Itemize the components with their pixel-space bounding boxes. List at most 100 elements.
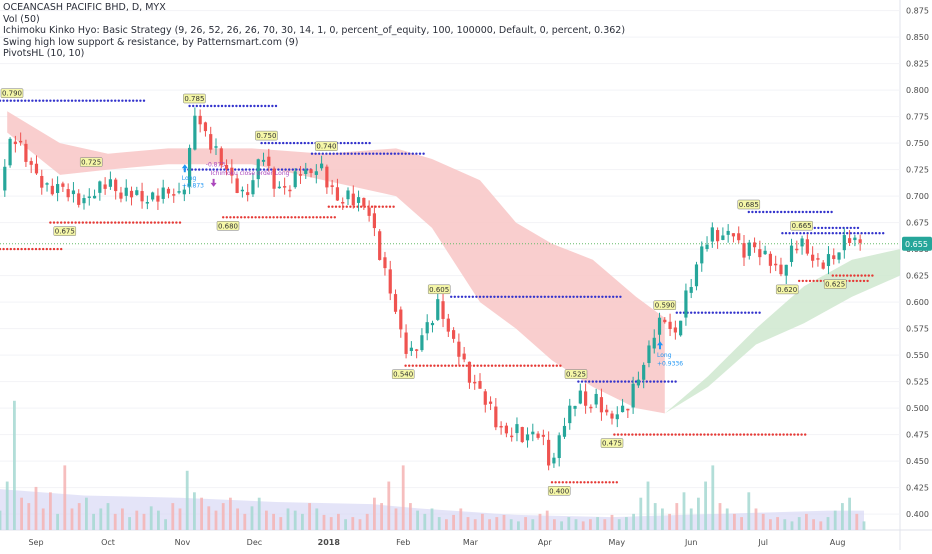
pivot-label: 0.750 [256,132,276,140]
volume-bar [841,503,844,530]
resistance-dot [364,152,368,155]
volume-bar [243,513,247,530]
resistance-dot [856,232,860,235]
resistance-dot [20,99,23,102]
candle-body [589,406,593,409]
support-dot [526,364,530,367]
support-dot [796,433,800,436]
resistance-dot [56,99,59,102]
support-dot [338,205,341,208]
volume-bar [185,470,189,530]
volume-bar [819,521,823,530]
pivot-label-box [737,199,761,210]
support-dot [550,481,554,484]
candle-body [657,317,662,335]
candle-body [430,322,435,326]
price-axis-panel [900,0,932,550]
support-dot [674,433,677,436]
resistance-dot [217,104,220,108]
volume-bar [603,519,607,530]
support-dot [864,274,867,277]
candle-body [499,425,503,428]
resistance-dot [597,295,600,298]
resistance-dot [598,380,602,383]
volume-bar [0,510,2,530]
resistance-dot [235,104,238,108]
candle-body [700,246,704,264]
support-dot [276,216,279,219]
support-dot [613,433,616,436]
pivot-label: 0.665 [792,222,812,230]
resistance-dot [744,311,747,314]
pivot-label: 0.790 [2,90,22,98]
resistance-dot [264,141,267,145]
resistance-dot [543,295,546,298]
resistance-dot [747,210,750,214]
support-dot [631,433,634,436]
resistance-dot [846,232,849,235]
support-dot [272,216,275,219]
resistance-dot [471,295,474,298]
resistance-dot [860,232,863,235]
support-dot [171,221,174,224]
resistance-dot [819,210,822,214]
resistance-dot [846,226,849,230]
support-dot [175,221,178,224]
candle-body [557,435,561,459]
support-dot [862,279,866,283]
volume-bar [214,510,218,530]
candle-body [151,192,155,200]
resistance-dot [783,210,786,214]
candle-body [858,239,862,243]
support-dot [349,205,352,208]
volume-bar [286,508,290,530]
volume-bar [661,508,664,530]
candle-body [304,169,308,175]
resistance-dot [751,311,754,314]
candle-body [483,391,487,405]
resistance-dot [231,104,234,108]
resistance-dot [364,141,368,145]
support-dot [812,279,815,283]
resistance-dot [704,311,707,314]
resistance-dot [729,311,732,314]
resistance-dot [350,141,353,145]
support-dot [110,221,113,224]
candle-body [98,181,102,193]
resistance-dot [300,141,303,145]
support-dot [404,364,407,367]
ichimoku-cloud-bearish [7,111,665,414]
candle-body [811,254,815,261]
candle-body [620,405,625,413]
resistance-dot [78,99,81,102]
support-dot [408,364,411,367]
resistance-dot [252,168,255,171]
volume-bar [848,497,851,530]
volume-bar [70,508,74,530]
resistance-dot [747,311,750,314]
support-dot [519,364,522,367]
candle-body [45,183,49,185]
volume-bar [358,519,362,530]
resistance-dot [249,104,252,108]
resistance-dot [871,232,874,235]
candle-body [129,190,134,198]
volume-bar [797,517,801,530]
support-dot [615,481,618,484]
support-dot [494,364,497,367]
support-dot [670,433,674,436]
volume-bar [704,481,707,530]
resistance-dot [613,380,616,383]
support-dot [42,247,45,251]
volume-bar [279,517,283,530]
resistance-dot [667,380,670,383]
resistance-dot [346,141,350,145]
resistance-dot [500,295,503,298]
support-dot [852,279,855,283]
candle-body [335,187,340,201]
resistance-dot [708,311,711,314]
volume-bar [63,465,67,530]
support-dot [254,216,257,219]
